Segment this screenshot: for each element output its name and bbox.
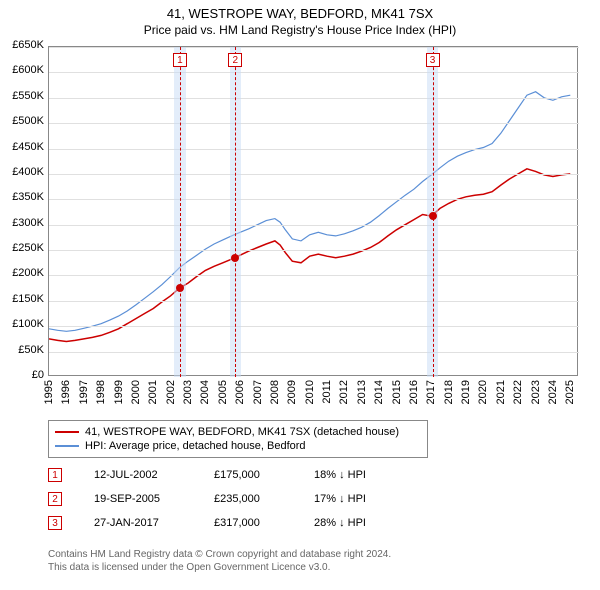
sale-diff: 28% ↓ HPI: [314, 517, 414, 529]
y-tick-label: £550K: [4, 90, 44, 102]
x-tick-label: 2002: [165, 380, 177, 404]
chart-container: 41, WESTROPE WAY, BEDFORD, MK41 7SX Pric…: [0, 0, 600, 590]
sale-price: £235,000: [214, 493, 314, 505]
y-tick-label: £300K: [4, 217, 44, 229]
x-tick-label: 2017: [425, 380, 437, 404]
x-tick-label: 2019: [460, 380, 472, 404]
gridline-h: [49, 149, 579, 150]
sale-row-marker: 2: [48, 492, 62, 506]
legend-swatch-hpi: [55, 445, 79, 447]
x-tick-label: 1999: [113, 380, 125, 404]
gridline-h: [49, 250, 579, 251]
footer-text: Contains HM Land Registry data © Crown c…: [48, 548, 391, 574]
sale-diff: 17% ↓ HPI: [314, 493, 414, 505]
x-tick-label: 1997: [78, 380, 90, 404]
y-tick-label: £450K: [4, 141, 44, 153]
y-tick-label: £50K: [4, 344, 44, 356]
gridline-h: [49, 275, 579, 276]
series-line-hpi: [49, 92, 570, 332]
sale-row-marker: 1: [48, 468, 62, 482]
sale-dot: [176, 284, 184, 292]
gridline-h: [49, 199, 579, 200]
sale-date: 12-JUL-2002: [94, 469, 214, 481]
y-tick-label: £0: [4, 369, 44, 381]
gridline-h: [49, 225, 579, 226]
y-tick-label: £150K: [4, 293, 44, 305]
legend-swatch-property: [55, 431, 79, 433]
y-tick-label: £100K: [4, 318, 44, 330]
x-tick-label: 2013: [356, 380, 368, 404]
x-tick-label: 2009: [286, 380, 298, 404]
x-tick-label: 2006: [234, 380, 246, 404]
sale-vline: [235, 47, 236, 377]
x-tick-label: 2010: [304, 380, 316, 404]
sale-row: 3 27-JAN-2017£317,00028% ↓ HPI: [48, 516, 414, 530]
y-tick-label: £650K: [4, 39, 44, 51]
x-tick-label: 2024: [547, 380, 559, 404]
series-line-property: [49, 169, 570, 342]
sale-marker-label: 3: [426, 53, 440, 67]
y-tick-label: £600K: [4, 64, 44, 76]
x-tick-label: 1995: [43, 380, 55, 404]
x-tick-label: 2001: [147, 380, 159, 404]
x-tick-label: 2007: [252, 380, 264, 404]
chart-subtitle: Price paid vs. HM Land Registry's House …: [0, 21, 600, 37]
sale-row: 1 12-JUL-2002£175,00018% ↓ HPI: [48, 468, 414, 482]
x-tick-label: 2020: [477, 380, 489, 404]
sale-price: £175,000: [214, 469, 314, 481]
footer-line2: This data is licensed under the Open Gov…: [48, 561, 391, 574]
gridline-h: [49, 174, 579, 175]
x-tick-label: 2003: [182, 380, 194, 404]
x-tick-label: 2025: [564, 380, 576, 404]
legend-label-hpi: HPI: Average price, detached house, Bedf…: [85, 440, 306, 452]
x-tick-label: 2011: [321, 380, 333, 404]
legend-box: 41, WESTROPE WAY, BEDFORD, MK41 7SX (det…: [48, 420, 428, 458]
gridline-h: [49, 98, 579, 99]
plot-area: 1 2 3: [48, 46, 578, 376]
x-tick-label: 2008: [269, 380, 281, 404]
gridline-h: [49, 72, 579, 73]
sale-row: 2 19-SEP-2005£235,00017% ↓ HPI: [48, 492, 414, 506]
x-tick-label: 2018: [443, 380, 455, 404]
gridline-h: [49, 47, 579, 48]
y-tick-label: £500K: [4, 115, 44, 127]
sale-marker-label: 2: [228, 53, 242, 67]
x-tick-label: 2004: [199, 380, 211, 404]
legend-label-property: 41, WESTROPE WAY, BEDFORD, MK41 7SX (det…: [85, 426, 399, 438]
sale-dot: [429, 212, 437, 220]
gridline-h: [49, 326, 579, 327]
x-tick-label: 2012: [338, 380, 350, 404]
y-tick-label: £200K: [4, 267, 44, 279]
y-tick-label: £350K: [4, 191, 44, 203]
legend-item-hpi: HPI: Average price, detached house, Bedf…: [55, 439, 421, 453]
y-tick-label: £250K: [4, 242, 44, 254]
x-tick-label: 1996: [60, 380, 72, 404]
x-tick-label: 1998: [95, 380, 107, 404]
sale-dot: [231, 254, 239, 262]
gridline-h: [49, 301, 579, 302]
footer-line1: Contains HM Land Registry data © Crown c…: [48, 548, 391, 561]
sale-date: 27-JAN-2017: [94, 517, 214, 529]
x-tick-label: 2005: [217, 380, 229, 404]
sale-date: 19-SEP-2005: [94, 493, 214, 505]
x-tick-label: 2000: [130, 380, 142, 404]
x-tick-label: 2023: [530, 380, 542, 404]
x-tick-label: 2015: [391, 380, 403, 404]
gridline-h: [49, 123, 579, 124]
sale-vline: [180, 47, 181, 377]
sale-row-marker: 3: [48, 516, 62, 530]
x-tick-label: 2014: [373, 380, 385, 404]
sale-marker-label: 1: [173, 53, 187, 67]
x-tick-label: 2016: [408, 380, 420, 404]
sale-price: £317,000: [214, 517, 314, 529]
sale-diff: 18% ↓ HPI: [314, 469, 414, 481]
chart-svg: [49, 47, 579, 377]
chart-title: 41, WESTROPE WAY, BEDFORD, MK41 7SX: [0, 0, 600, 21]
x-tick-label: 2021: [495, 380, 507, 404]
x-tick-label: 2022: [512, 380, 524, 404]
gridline-h: [49, 352, 579, 353]
legend-item-property: 41, WESTROPE WAY, BEDFORD, MK41 7SX (det…: [55, 425, 421, 439]
y-tick-label: £400K: [4, 166, 44, 178]
